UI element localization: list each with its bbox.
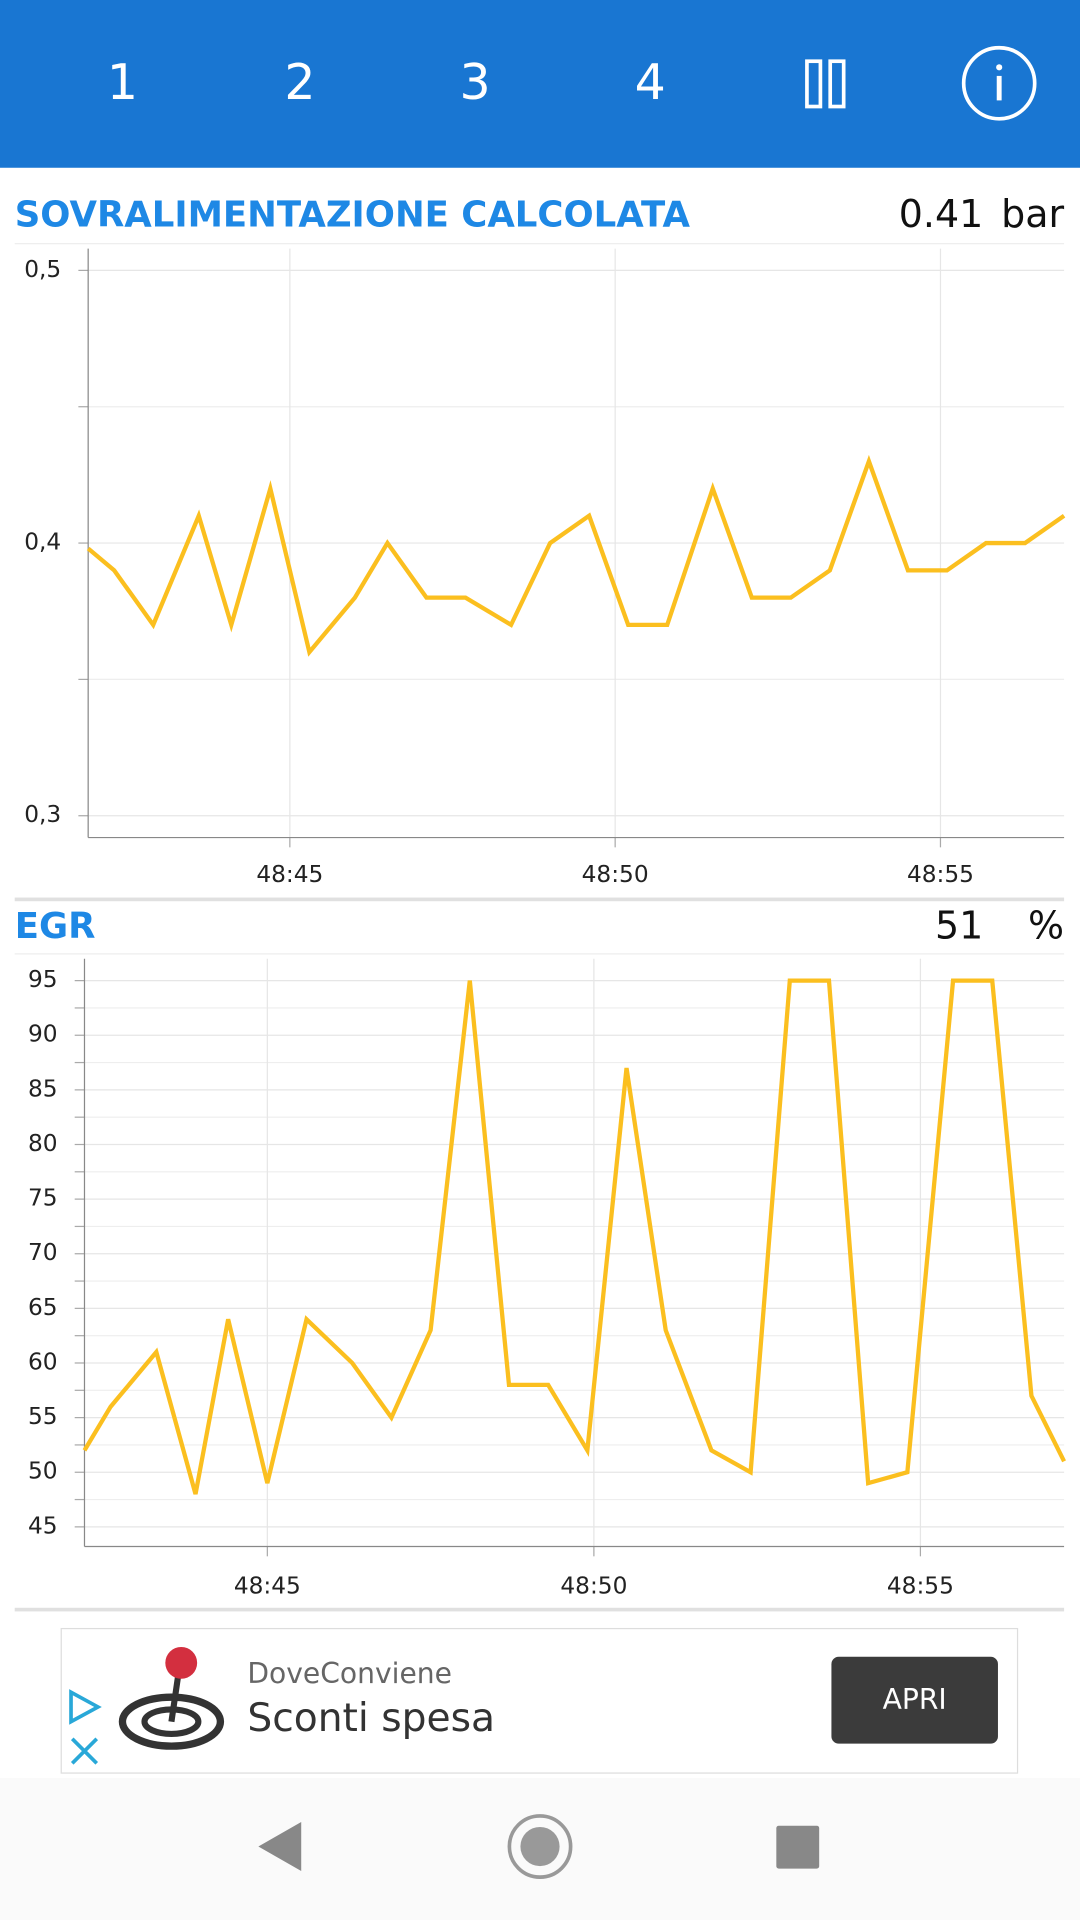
back-button[interactable] (258, 1822, 302, 1872)
y-tick-label: 45 (28, 1512, 58, 1539)
y-tick-label: 85 (28, 1075, 58, 1102)
tab[interactable]: 4 (635, 54, 666, 111)
x-tick-label: 48:50 (582, 861, 649, 888)
toolbar (0, 0, 1080, 168)
current-value: 51 (935, 904, 983, 948)
y-tick-label: 70 (28, 1239, 58, 1266)
y-tick-label: 75 (28, 1185, 58, 1212)
x-tick-label: 48:55 (907, 861, 974, 888)
home-button[interactable] (507, 1814, 573, 1879)
y-tick-label: 50 (28, 1458, 58, 1485)
line-series (86, 454, 1066, 657)
line-series (82, 978, 1066, 1495)
y-tick-label: 0,3 (24, 801, 61, 828)
info-button[interactable] (961, 45, 1037, 121)
tab[interactable]: 2 (284, 54, 315, 111)
unit: % (1028, 904, 1064, 948)
y-tick-label: 65 (28, 1294, 58, 1321)
x-tick-label: 48:50 (560, 1572, 627, 1599)
recents-button[interactable] (776, 1825, 820, 1869)
x-tick-label: 48:45 (234, 1572, 301, 1599)
chart-shadow (14, 897, 1065, 902)
pause-button[interactable] (805, 59, 846, 109)
y-tick-label: 55 (28, 1403, 58, 1430)
ad-brand: DoveConviene (247, 1657, 452, 1690)
ad-button-label: APRI (883, 1683, 947, 1716)
ad-headline: Sconti spesa (247, 1696, 495, 1741)
y-tick-label: 90 (28, 1021, 58, 1048)
ad-icon (118, 1646, 225, 1750)
tab[interactable]: 1 (107, 54, 138, 111)
y-tick-label: 0,5 (24, 256, 61, 283)
y-tick-label: 80 (28, 1130, 58, 1157)
chart-shadow (14, 1607, 1065, 1612)
ad-choices[interactable] (69, 1689, 102, 1765)
tab[interactable]: 3 (460, 54, 491, 111)
current-value: 0.41 (899, 192, 983, 236)
chart-title: SOVRALIMENTAZIONE CALCOLATA (15, 195, 691, 236)
ad-button[interactable] (831, 1656, 998, 1744)
y-tick-label: 60 (28, 1348, 58, 1375)
unit: bar (1001, 192, 1064, 236)
x-tick-label: 48:55 (887, 1572, 954, 1599)
y-tick-label: 95 (28, 966, 58, 993)
chart-title: EGR (15, 906, 96, 947)
x-tick-label: 48:45 (256, 861, 323, 888)
y-tick-label: 0,4 (24, 529, 61, 556)
